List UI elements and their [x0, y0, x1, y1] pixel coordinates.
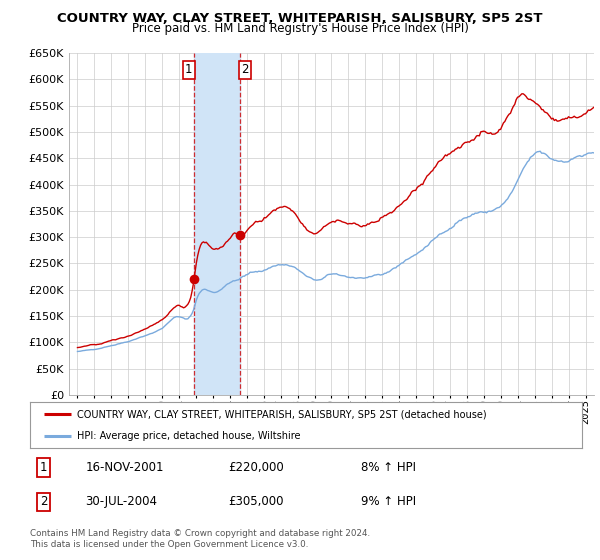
Bar: [194, 53, 240, 395]
Text: 2: 2: [241, 63, 248, 77]
Text: 1: 1: [185, 63, 193, 77]
Text: HPI: Average price, detached house, Wiltshire: HPI: Average price, detached house, Wilt…: [77, 431, 301, 441]
Text: 16-NOV-2001: 16-NOV-2001: [85, 461, 164, 474]
Text: 8% ↑ HPI: 8% ↑ HPI: [361, 461, 416, 474]
Text: 30-JUL-2004: 30-JUL-2004: [85, 495, 157, 508]
Text: £220,000: £220,000: [229, 461, 284, 474]
Text: COUNTRY WAY, CLAY STREET, WHITEPARISH, SALISBURY, SP5 2ST: COUNTRY WAY, CLAY STREET, WHITEPARISH, S…: [57, 12, 543, 25]
Text: Contains HM Land Registry data © Crown copyright and database right 2024.
This d: Contains HM Land Registry data © Crown c…: [30, 529, 370, 549]
Text: Price paid vs. HM Land Registry's House Price Index (HPI): Price paid vs. HM Land Registry's House …: [131, 22, 469, 35]
Text: COUNTRY WAY, CLAY STREET, WHITEPARISH, SALISBURY, SP5 2ST (detached house): COUNTRY WAY, CLAY STREET, WHITEPARISH, S…: [77, 409, 487, 419]
Text: 2: 2: [40, 495, 47, 508]
Text: 1: 1: [40, 461, 47, 474]
Text: 9% ↑ HPI: 9% ↑ HPI: [361, 495, 416, 508]
Text: £305,000: £305,000: [229, 495, 284, 508]
